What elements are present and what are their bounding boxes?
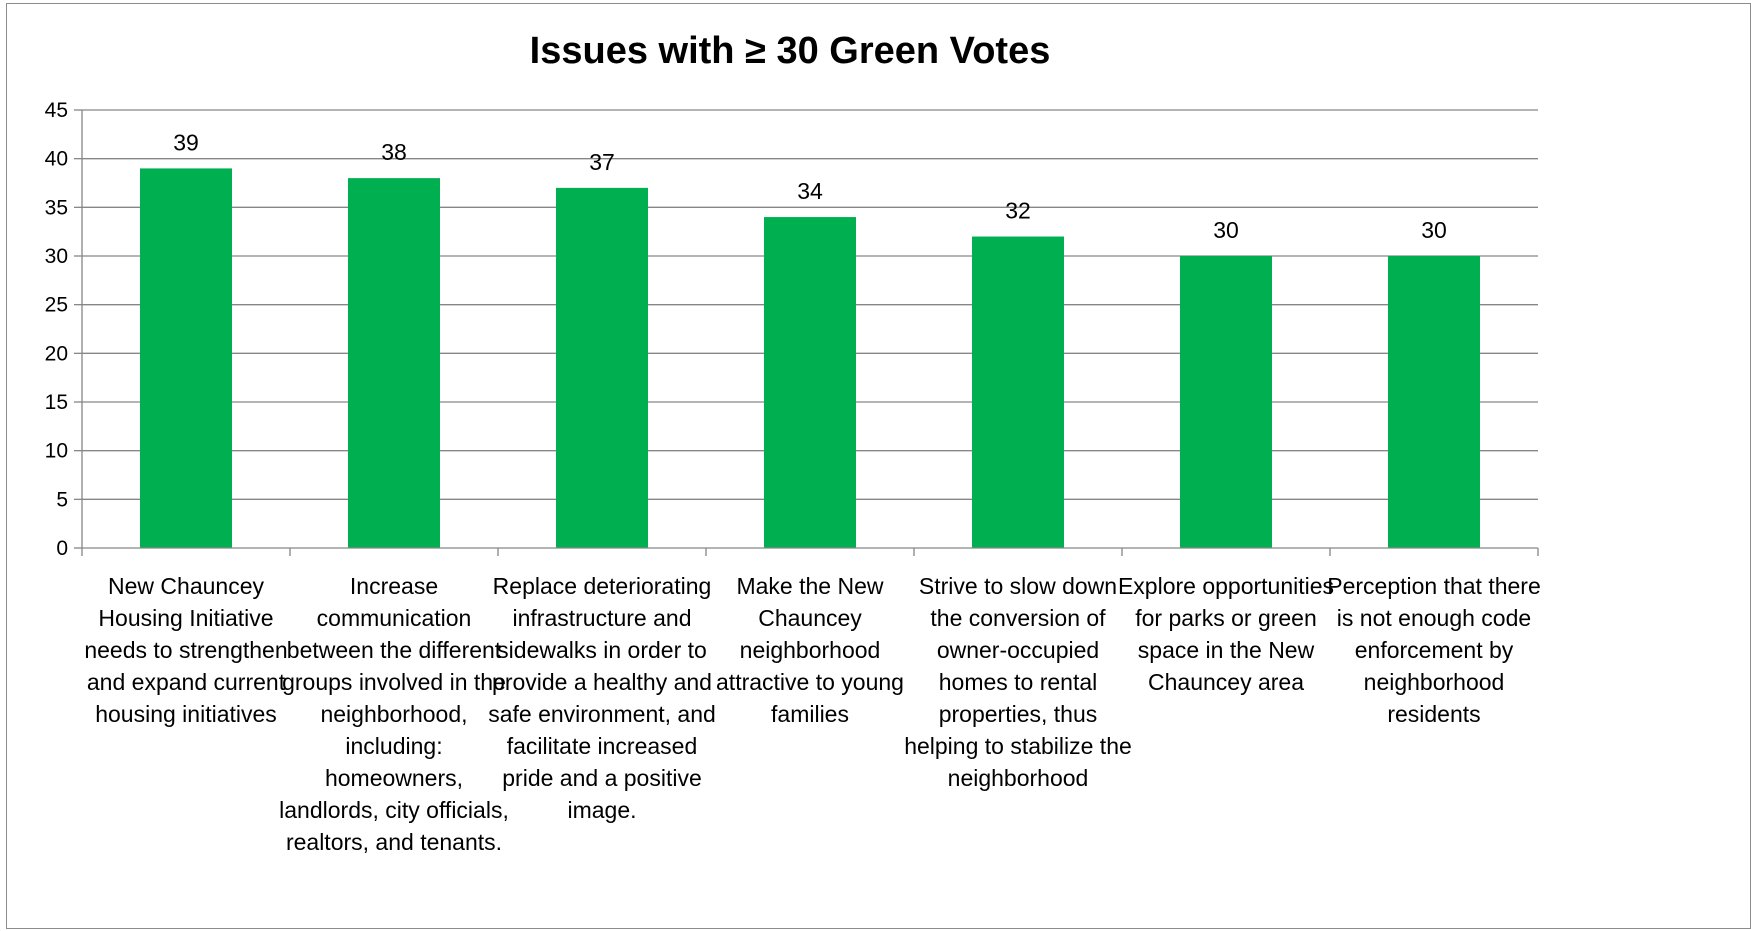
x-category-label: Make the New Chauncey neighborhood attra… [716, 573, 904, 727]
x-category-label: Strive to slow down the conversion of ow… [904, 573, 1132, 791]
data-label: 37 [589, 149, 615, 175]
x-category-label: New Chauncey Housing Initiative needs to… [84, 573, 288, 727]
x-category-label: Explore opportunities for parks or green… [1117, 573, 1335, 695]
bars [140, 168, 1480, 549]
bar [764, 217, 856, 549]
data-label: 39 [173, 129, 199, 155]
y-tick-label: 25 [45, 294, 68, 317]
axes: 0 5 10 15 20 25 30 35 40 45 [45, 99, 1539, 560]
y-tick-label: 20 [45, 342, 68, 365]
bar [556, 187, 648, 548]
y-tick-label: 30 [45, 245, 68, 268]
data-labels: 39 38 37 34 32 30 30 [173, 129, 1447, 243]
data-label: 34 [797, 178, 823, 204]
y-tick-label: 10 [45, 440, 68, 463]
data-label: 38 [381, 139, 407, 165]
bar [1180, 256, 1272, 548]
bar [1388, 256, 1480, 548]
data-label: 32 [1005, 198, 1031, 224]
y-tick-label: 40 [45, 148, 68, 171]
bar [348, 178, 440, 548]
bar [140, 168, 232, 548]
y-tick-label: 45 [45, 99, 68, 122]
x-category-label: Perception that there is not enough code… [1327, 573, 1541, 727]
chart-title: Issues with ≥ 30 Green Votes [529, 30, 1051, 72]
y-tick-label: 35 [45, 196, 68, 219]
x-category-label: Replace deteriorating infrastructure and… [488, 573, 716, 823]
y-tick-label: 15 [45, 391, 68, 414]
data-label: 30 [1213, 217, 1239, 243]
y-tick-label: 5 [56, 488, 68, 511]
bar [972, 236, 1064, 549]
x-category-label: Increase communication between the diffe… [279, 573, 509, 855]
y-tick-label: 0 [56, 537, 68, 560]
data-label: 30 [1421, 217, 1447, 243]
